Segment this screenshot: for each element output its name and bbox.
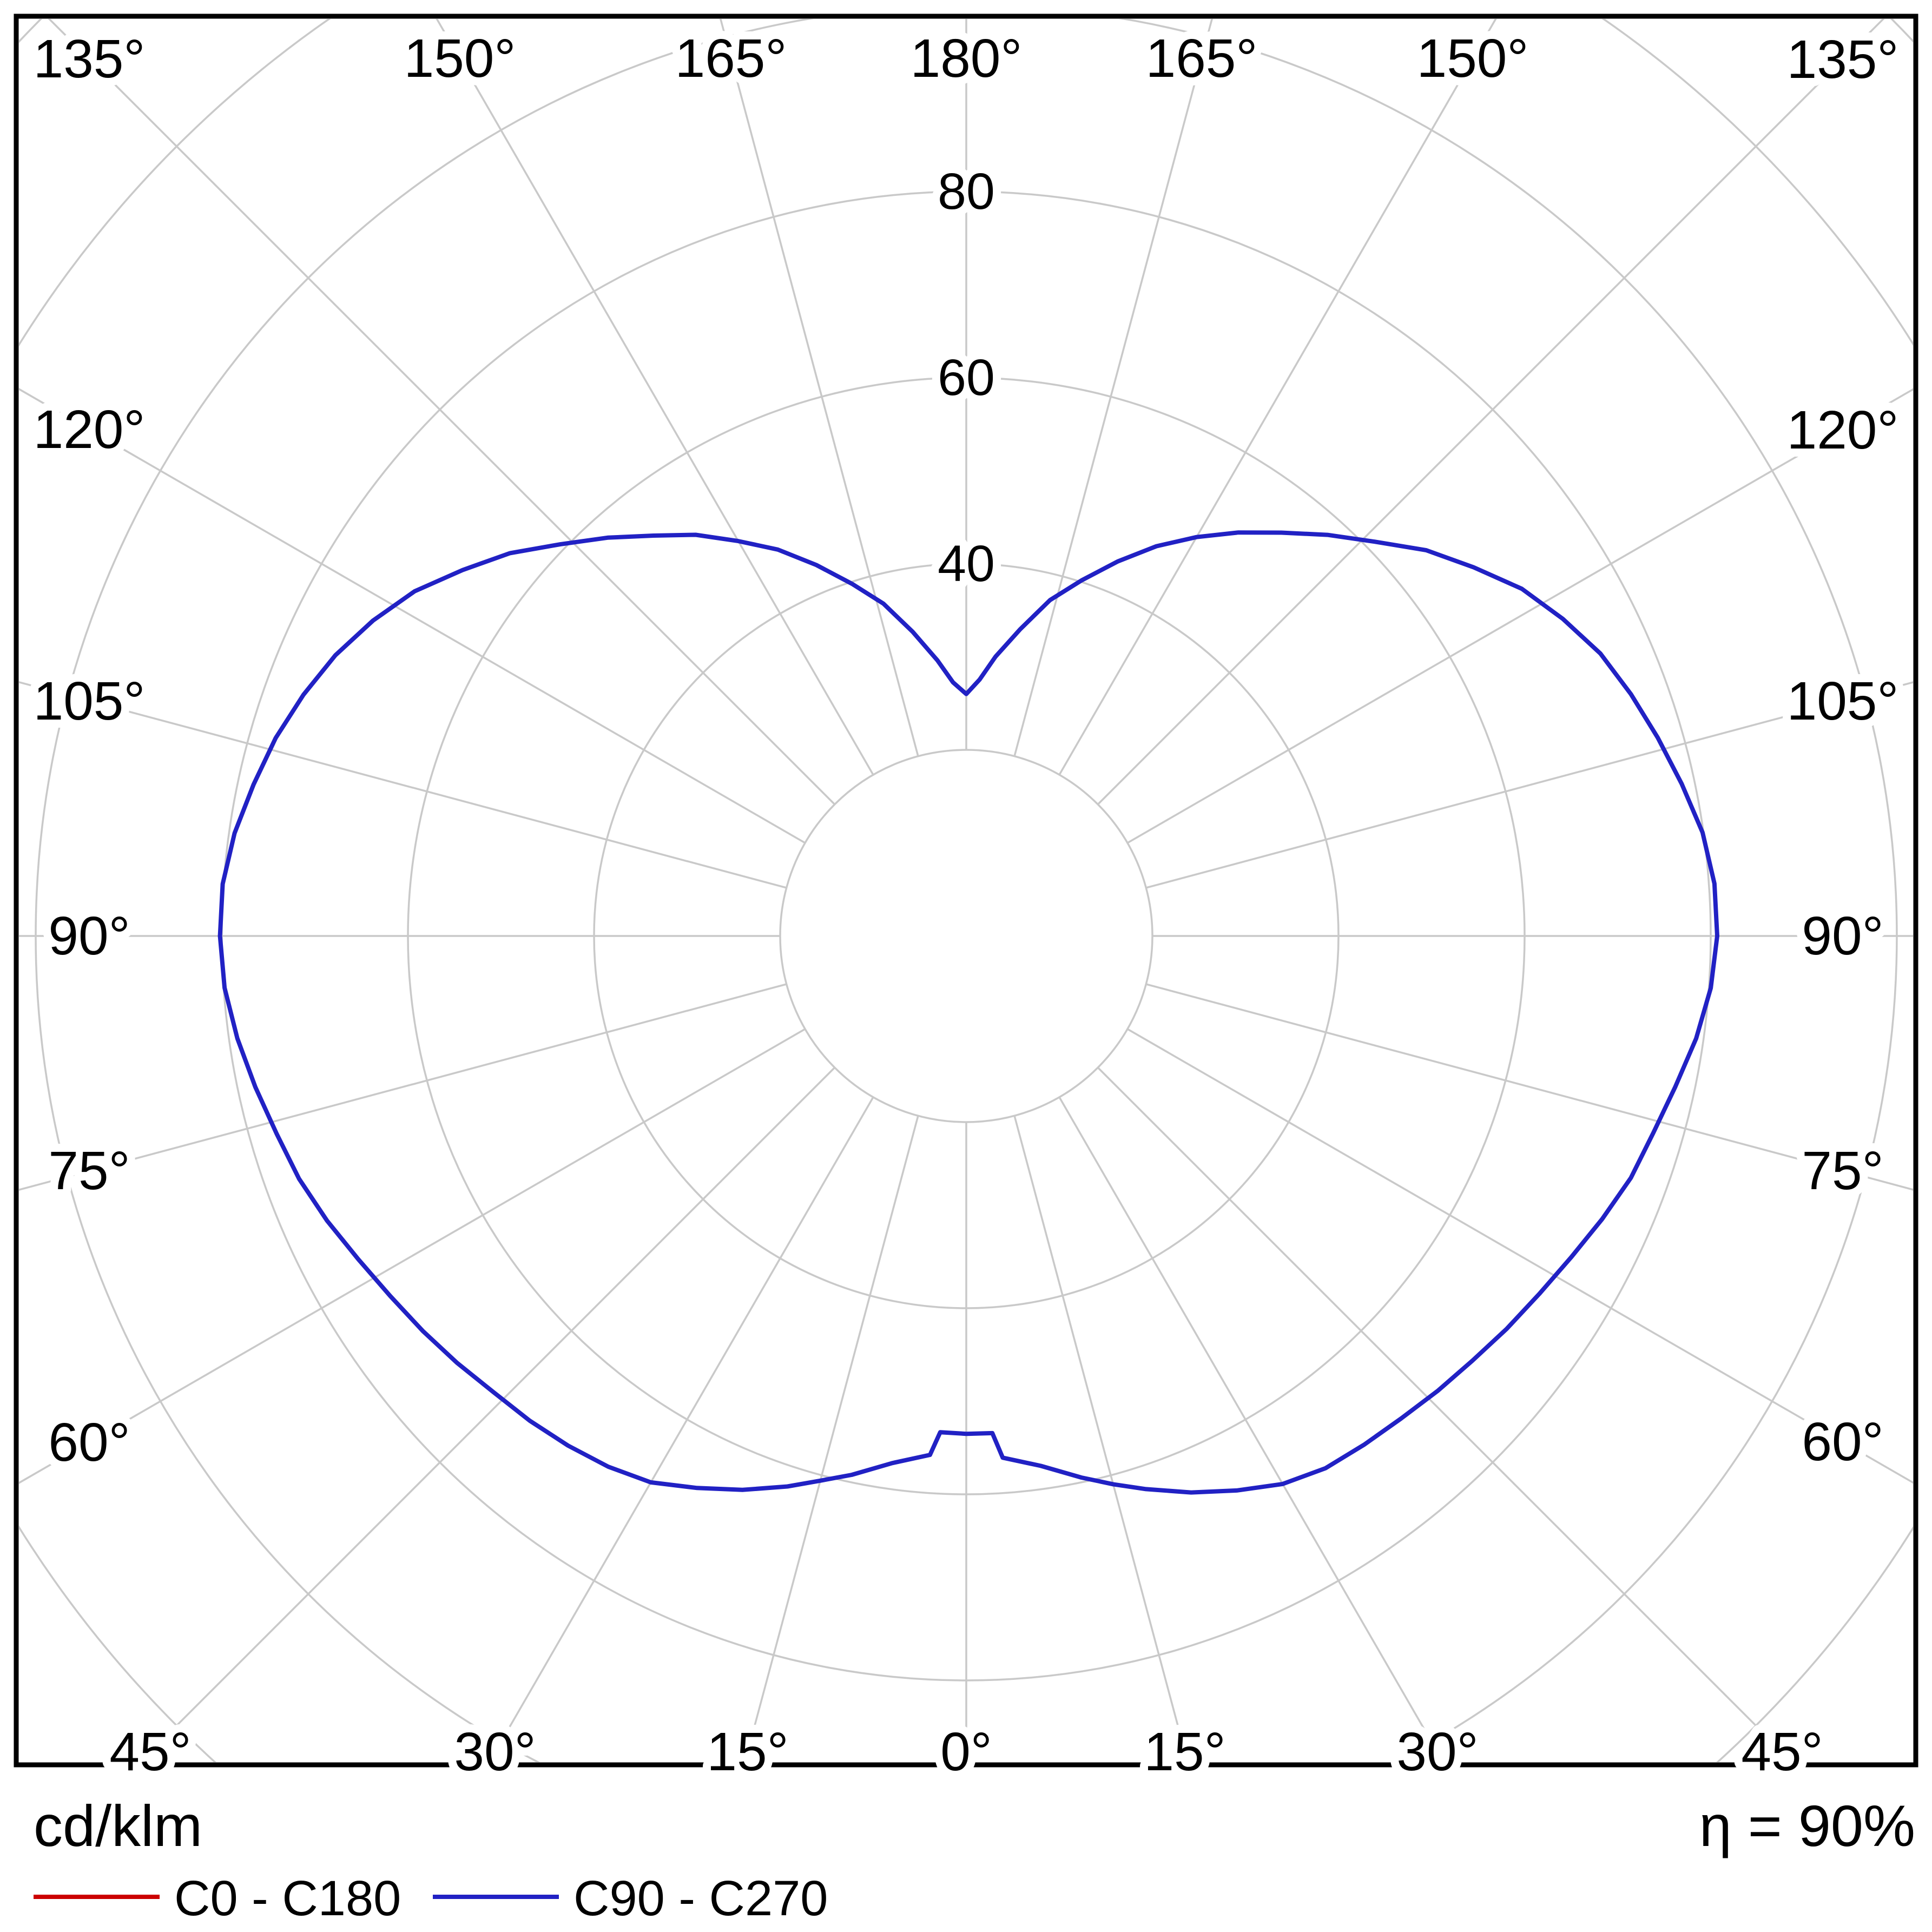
angle-label: 135°: [34, 29, 146, 89]
angle-label: 15°: [707, 1722, 788, 1782]
polar-grid-spoke: [1097, 19, 1885, 805]
intensity-curve-c90-c270: [217, 530, 1719, 1495]
radial-tick-label: 60: [938, 349, 995, 406]
polar-grid-spoke: [1127, 388, 1913, 844]
angle-label: 90°: [48, 906, 130, 966]
angle-label: 150°: [404, 28, 516, 89]
axis-labels: 0° 15° 15° 30° 30° 45° 45° 60° 60° 75° 75° 90° 90° 10…: [25, 20, 1907, 1790]
angle-label: 15°: [1144, 1722, 1225, 1782]
angle-label: 30°: [454, 1722, 536, 1782]
polar-grid-spoke: [488, 1097, 874, 1762]
legend-label-c0-c180: C0 - C180: [174, 1871, 401, 1926]
angle-label: 150°: [1417, 28, 1529, 89]
angle-label: 0°: [940, 1722, 992, 1782]
radial-tick-label: 40: [938, 535, 995, 592]
polar-grid-spoke: [1013, 19, 1213, 757]
angle-label: 60°: [48, 1412, 130, 1473]
polar-grid-spoke: [1145, 983, 1913, 1191]
polar-grid-spoke: [1145, 681, 1913, 889]
polar-grid-spoke: [19, 388, 806, 844]
polar-grid-spoke: [1127, 1028, 1913, 1484]
polar-grid-spoke: [1013, 1115, 1189, 1762]
angle-label: 45°: [109, 1722, 191, 1782]
legend-item-c0-c180: C0 - C180: [34, 1871, 401, 1926]
chart-footer: cd/klm η = 90% C0 - C180 C90 - C270: [34, 1793, 1915, 1926]
radial-tick-label: 80: [938, 163, 995, 220]
angle-label: 165°: [1146, 28, 1258, 89]
polar-grid-spoke: [720, 19, 919, 757]
angle-label: 165°: [675, 28, 787, 89]
polar-grid-spoke: [1058, 19, 1497, 775]
polar-grid-circle: [779, 749, 1153, 1123]
polar-grid-spoke: [1097, 1067, 1794, 1762]
efficiency-label: η = 90%: [1699, 1793, 1915, 1858]
angle-label: 30°: [1396, 1722, 1478, 1782]
legend: C0 - C180 C90 - C270: [34, 1871, 828, 1926]
intensity-curves: [217, 530, 1719, 1495]
polar-grid-spoke: [19, 983, 787, 1191]
legend-label-c90-c270: C90 - C270: [573, 1871, 828, 1926]
polar-grid-spoke: [436, 19, 874, 775]
angle-label: 75°: [1802, 1140, 1883, 1201]
unit-label: cd/klm: [34, 1793, 202, 1858]
angle-label: 135°: [1787, 29, 1899, 90]
angle-label: 180°: [911, 28, 1023, 89]
angle-label: 105°: [1787, 671, 1899, 731]
polar-grid-spoke: [1058, 1097, 1445, 1762]
chart-frame: [14, 14, 1918, 1768]
polar-grid-spoke: [19, 1028, 806, 1484]
angle-label: 60°: [1802, 1412, 1883, 1472]
angle-label: 90°: [1802, 906, 1883, 966]
angle-label: 75°: [48, 1140, 130, 1201]
angle-label: 120°: [1787, 400, 1899, 460]
polar-grid-spoke: [744, 1115, 919, 1762]
polar-grid-spoke: [139, 1067, 835, 1762]
polar-grid-spoke: [19, 681, 787, 889]
angle-label: 105°: [34, 671, 146, 731]
angle-label: 45°: [1741, 1722, 1823, 1782]
angle-label: 120°: [34, 399, 146, 460]
legend-item-c90-c270: C90 - C270: [433, 1871, 828, 1926]
polar-grid-spoke: [48, 19, 835, 805]
